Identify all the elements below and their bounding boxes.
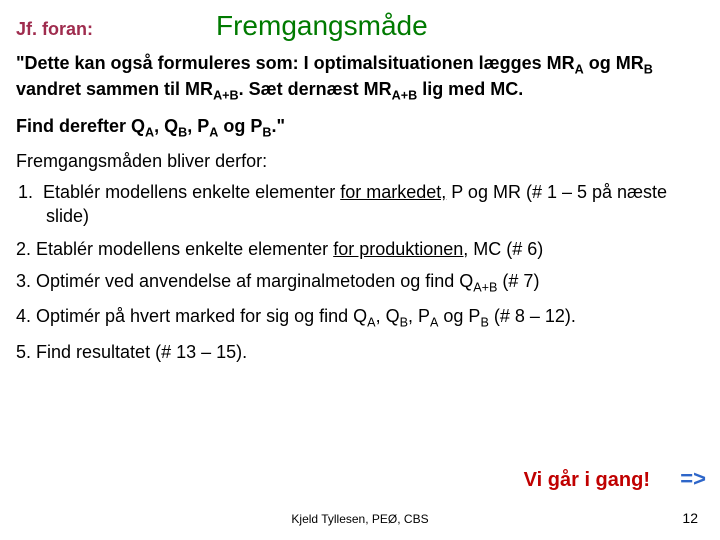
- p1-pre: "Dette kan også formuleres som: I optima…: [16, 53, 575, 73]
- li1-u: for markedet,: [340, 182, 446, 202]
- step-list: 1. Etablér modellens enkelte elementer f…: [16, 180, 704, 364]
- p2-c4: .": [271, 116, 285, 136]
- li2-b: MC (# 6): [468, 239, 543, 259]
- p1-subB: B: [644, 63, 653, 77]
- li4-c3: og P: [438, 306, 480, 326]
- li4-sB2: B: [480, 316, 488, 330]
- li2-a: 2. Etablér modellens enkelte elementer: [16, 239, 333, 259]
- paragraph-2: Find derefter QA, QB, PA og PB.": [16, 115, 704, 141]
- p2-c2: , P: [187, 116, 209, 136]
- p2-sB: B: [178, 125, 187, 139]
- page-number: 12: [682, 510, 698, 526]
- li3-sub: A+B: [473, 280, 497, 294]
- list-item-4: 4. Optimér på hvert marked for sig og fi…: [16, 304, 704, 332]
- p1-m3: . Sæt dernæst MR: [239, 79, 392, 99]
- p2-c3: og P: [218, 116, 262, 136]
- li3-a: 3. Optimér ved anvendelse af marginalmet…: [16, 271, 473, 291]
- li4-sB: B: [400, 316, 408, 330]
- p1-m2: vandret sammen til MR: [16, 79, 213, 99]
- arrow-icon: =>: [680, 466, 706, 492]
- header-row: Jf. foran: Fremgangsmåde: [16, 10, 704, 42]
- li2-u: for produktionen,: [333, 239, 468, 259]
- li3-b: (# 7): [497, 271, 539, 291]
- li4-c4: (# 8 – 12).: [489, 306, 576, 326]
- p2-sA: A: [145, 125, 154, 139]
- list-item-1: 1. Etablér modellens enkelte elementer f…: [18, 180, 704, 229]
- p1-m4: lig med MC.: [417, 79, 523, 99]
- p1-m1: og MR: [584, 53, 644, 73]
- p2-sA2: A: [209, 125, 218, 139]
- li1-a: Etablér modellens enkelte elementer: [38, 182, 340, 202]
- li4-sA: A: [367, 316, 375, 330]
- footer-text: Kjeld Tyllesen, PEØ, CBS: [0, 512, 720, 526]
- go-text: Vi går i gang!: [524, 469, 650, 492]
- page-title: Fremgangsmåde: [216, 10, 428, 42]
- list-item-3: 3. Optimér ved anvendelse af marginalmet…: [16, 269, 704, 297]
- p1-subAB1: A+B: [213, 89, 239, 103]
- p1-subA: A: [575, 63, 584, 77]
- paragraph-3: Fremgangsmåden bliver derfor:: [16, 151, 704, 172]
- li4-c1: , Q: [376, 306, 400, 326]
- li4-a: 4. Optimér på hvert marked for sig og fi…: [16, 306, 367, 326]
- list-item-2: 2. Etablér modellens enkelte elementer f…: [16, 237, 704, 261]
- p2-pre: Find derefter Q: [16, 116, 145, 136]
- p2-c1: , Q: [154, 116, 178, 136]
- paragraph-1: "Dette kan også formuleres som: I optima…: [16, 52, 704, 105]
- list-item-5: 5. Find resultatet (# 13 – 15).: [16, 340, 704, 364]
- label-jf: Jf. foran:: [16, 19, 216, 40]
- p1-subAB2: A+B: [392, 89, 418, 103]
- li4-c2: , P: [408, 306, 430, 326]
- slide: Jf. foran: Fremgangsmåde "Dette kan også…: [0, 0, 720, 540]
- li1-num: 1.: [18, 182, 33, 202]
